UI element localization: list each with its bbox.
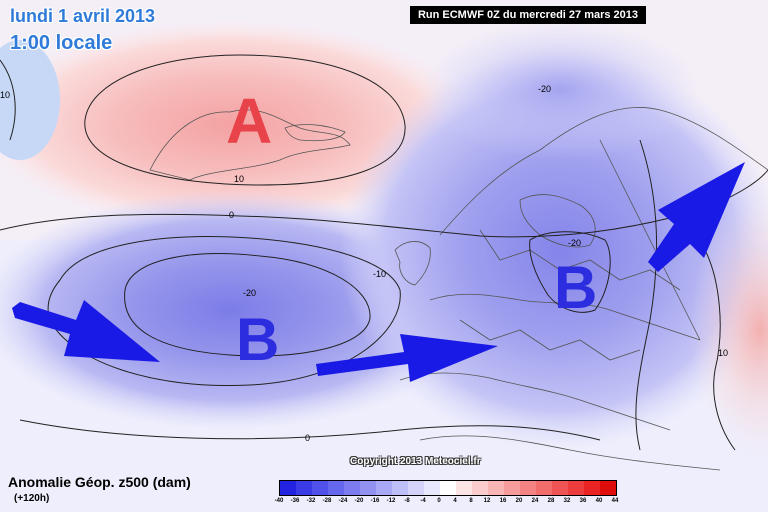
scale-swatch bbox=[600, 481, 616, 495]
scale-tick-label: -32 bbox=[306, 498, 316, 504]
contour-low-east-20 bbox=[529, 231, 611, 313]
north-africa-coast bbox=[419, 435, 721, 471]
borders-2 bbox=[459, 319, 641, 361]
scale-tick-label: 40 bbox=[595, 498, 603, 504]
contour-label: -10 bbox=[373, 269, 386, 279]
legend-title: Anomalie Géop. z500 (dam) bbox=[8, 474, 191, 490]
scale-tick-label: 36 bbox=[579, 498, 587, 504]
contour-east-10 bbox=[704, 249, 736, 451]
north-low-area bbox=[420, 20, 700, 160]
contour-label: 10 bbox=[0, 90, 10, 100]
arrow-northeast bbox=[648, 162, 745, 272]
scale-swatch bbox=[392, 481, 408, 495]
contour-label: -20 bbox=[243, 288, 256, 298]
scale-swatch bbox=[520, 481, 536, 495]
legend-subtitle: (+120h) bbox=[14, 493, 50, 504]
scale-tick-label: -24 bbox=[338, 498, 348, 504]
scale-tick-label: 16 bbox=[499, 498, 507, 504]
contour-east-0 bbox=[635, 139, 658, 451]
borders-1 bbox=[479, 229, 681, 291]
contour-label: 0 bbox=[229, 210, 234, 220]
scale-tick-label: 8 bbox=[469, 498, 473, 504]
scale-swatch bbox=[312, 481, 328, 495]
scale-tick-label: -20 bbox=[354, 498, 364, 504]
high-anomaly-area-east bbox=[690, 200, 768, 460]
coastlines bbox=[149, 107, 768, 471]
scale-tick-label: -12 bbox=[386, 498, 396, 504]
scale-tick-label: -4 bbox=[420, 498, 426, 504]
scale-tick-label: -28 bbox=[322, 498, 332, 504]
scale-tick-label: -8 bbox=[404, 498, 410, 504]
scale-tick-label: 24 bbox=[531, 498, 539, 504]
scale-swatch bbox=[568, 481, 584, 495]
scale-swatch bbox=[328, 481, 344, 495]
low-center-label-west: B bbox=[236, 306, 279, 373]
scale-swatch bbox=[488, 481, 504, 495]
flow-arrows bbox=[12, 162, 745, 382]
scandinavia-coast bbox=[439, 107, 768, 236]
west-edge-low bbox=[0, 40, 60, 160]
contour-high-10 bbox=[84, 54, 406, 186]
continental-coast bbox=[429, 293, 701, 341]
model-run-info: Run ECMWF 0Z du mercredi 27 mars 2013 bbox=[410, 6, 646, 24]
scale-tick-label: 32 bbox=[563, 498, 571, 504]
scale-tick-label: -36 bbox=[290, 498, 300, 504]
scale-swatch bbox=[296, 481, 312, 495]
scale-swatch bbox=[344, 481, 360, 495]
color-scale-ticks: -40 -36 -32 -28 -24 -20 -16 -12 -8 -4 0 4 8 12 16 20 24 2… bbox=[275, 498, 619, 508]
scale-swatch bbox=[280, 481, 296, 495]
contour-west-edge bbox=[0, 59, 16, 141]
scale-tick-label: 20 bbox=[515, 498, 523, 504]
iceland-coast bbox=[284, 124, 346, 142]
scale-swatch bbox=[424, 481, 440, 495]
scale-swatch bbox=[552, 481, 568, 495]
arrow-east-into-europe bbox=[316, 334, 498, 382]
scale-swatch bbox=[504, 481, 520, 495]
contour-label: 10 bbox=[718, 348, 728, 358]
color-scale bbox=[279, 480, 617, 496]
contour-label: -20 bbox=[538, 84, 551, 94]
contour-label: 10 bbox=[234, 174, 244, 184]
scale-tick-label: 12 bbox=[483, 498, 491, 504]
forecast-local-time: 1:00 locale bbox=[10, 32, 113, 54]
scale-tick-label: 0 bbox=[437, 498, 441, 504]
contour-labels: 10 10 0 -10 -20 -20 -20 10 0 bbox=[0, 84, 728, 443]
scale-swatch bbox=[456, 481, 472, 495]
scale-tick-label: -16 bbox=[370, 498, 380, 504]
high-center-label: A bbox=[226, 85, 272, 157]
scale-tick-label: -40 bbox=[274, 498, 284, 504]
scale-tick-label: 44 bbox=[611, 498, 619, 504]
forecast-date: lundi 1 avril 2013 bbox=[10, 6, 156, 26]
british-isles-coast bbox=[394, 241, 431, 286]
low-center-label-east: B bbox=[554, 254, 597, 321]
greenland-coast bbox=[149, 109, 351, 181]
baltic-coast bbox=[519, 194, 596, 248]
scale-swatch bbox=[376, 481, 392, 495]
scale-tick-label: 28 bbox=[547, 498, 555, 504]
borders-3 bbox=[599, 139, 701, 341]
scale-swatch bbox=[584, 481, 600, 495]
scale-swatch bbox=[360, 481, 376, 495]
contour-zero-south bbox=[19, 419, 601, 441]
scale-swatch bbox=[408, 481, 424, 495]
scale-swatch bbox=[536, 481, 552, 495]
contour-low-west-20 bbox=[124, 253, 371, 357]
scale-tick-label: 4 bbox=[453, 498, 457, 504]
contour-label: -20 bbox=[568, 238, 581, 248]
arrow-east-southeast bbox=[12, 300, 160, 362]
iberia-mediterranean-coast bbox=[399, 372, 671, 431]
copyright-notice: Copyright 2013 Meteociel.fr bbox=[350, 456, 481, 467]
contour-low-west-10 bbox=[47, 236, 401, 387]
scale-swatch bbox=[440, 481, 456, 495]
contour-label: 0 bbox=[305, 433, 310, 443]
scale-swatch bbox=[472, 481, 488, 495]
